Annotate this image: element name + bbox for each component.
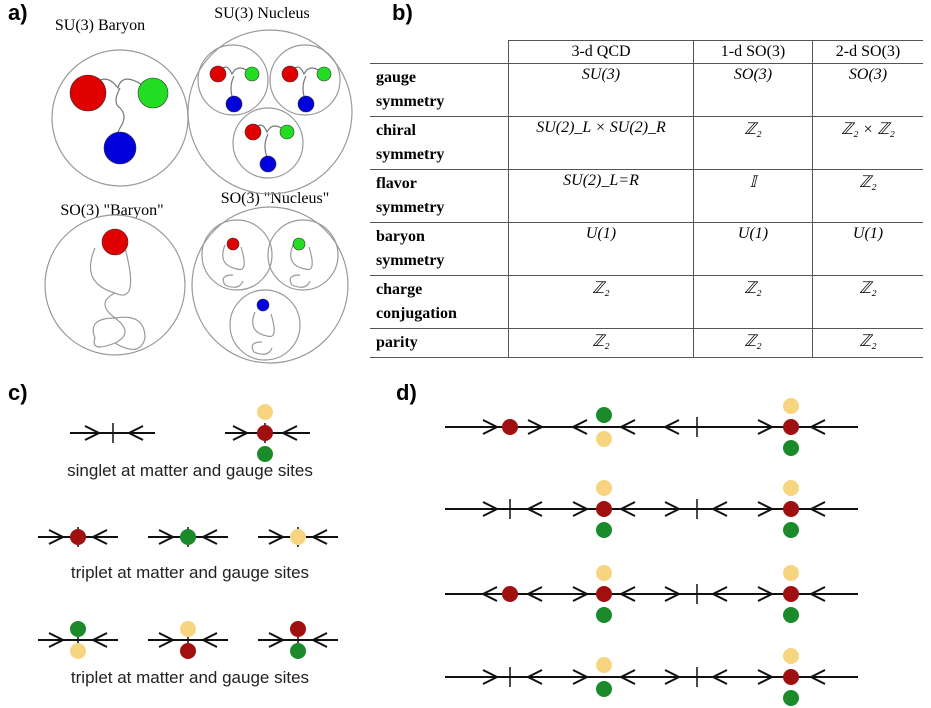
cell: ℤ₂ — [694, 276, 813, 329]
row-label: parity — [370, 329, 509, 358]
particle — [257, 404, 273, 420]
particle — [596, 586, 612, 602]
cell: SU(3) — [509, 64, 694, 117]
panel-a-title: SO(3) "Nucleus" — [221, 190, 330, 207]
cell: ℤ₂ — [694, 117, 813, 170]
figure: a) b) c) d) SU(3) Baryon SU(3) Nucleus S… — [0, 0, 931, 708]
particle — [783, 522, 799, 538]
particle — [783, 565, 799, 581]
cell: SU(2)_L × SU(2)_R — [509, 117, 694, 170]
particle — [783, 669, 799, 685]
particle — [596, 480, 612, 496]
particle — [180, 621, 196, 637]
row-label: chiral symmetry — [370, 117, 509, 170]
particle — [596, 657, 612, 673]
particle — [502, 419, 518, 435]
particle — [596, 522, 612, 538]
particle — [257, 425, 273, 441]
cell: U(1) — [509, 223, 694, 276]
panel-label: d) — [396, 380, 417, 405]
panel-label: c) — [8, 380, 28, 405]
particle — [783, 480, 799, 496]
cell: ℤ₂ — [813, 170, 924, 223]
panel-label: b) — [392, 0, 413, 25]
row-label: baryon symmetry — [370, 223, 509, 276]
particle — [596, 407, 612, 423]
particle — [783, 501, 799, 517]
caption: singlet at matter and gauge sites — [67, 461, 313, 480]
cell: SO(3) — [694, 64, 813, 117]
particle — [257, 446, 273, 462]
chains — [38, 398, 858, 706]
cell: U(1) — [694, 223, 813, 276]
particle — [180, 529, 196, 545]
particle — [783, 648, 799, 664]
particle — [70, 621, 86, 637]
column-header: 2-d SO(3) — [813, 41, 924, 64]
particle — [290, 621, 306, 637]
column-header: 3-d QCD — [509, 41, 694, 64]
cell: 𝕀 — [694, 170, 813, 223]
particle — [783, 398, 799, 414]
row-label: gauge symmetry — [370, 64, 509, 117]
cell: ℤ₂ — [813, 329, 924, 358]
caption: triplet at matter and gauge sites — [71, 668, 309, 687]
row-label: flavor symmetry — [370, 170, 509, 223]
panel-a-charges — [70, 66, 331, 311]
particle — [70, 643, 86, 659]
cell: ℤ₂ — [509, 276, 694, 329]
particle — [596, 565, 612, 581]
particle — [502, 586, 518, 602]
corner-cell — [370, 41, 509, 64]
cell: ℤ₂ — [813, 276, 924, 329]
particle — [783, 440, 799, 456]
cell: SU(2)_L=R — [509, 170, 694, 223]
particle — [596, 501, 612, 517]
cell: ℤ₂ — [694, 329, 813, 358]
cell: ℤ₂ × ℤ₂ — [813, 117, 924, 170]
particle — [783, 607, 799, 623]
cell: U(1) — [813, 223, 924, 276]
particle — [783, 419, 799, 435]
panel-label: a) — [8, 0, 28, 25]
cell: SO(3) — [813, 64, 924, 117]
particle — [596, 607, 612, 623]
particle — [783, 586, 799, 602]
particle — [596, 681, 612, 697]
particle — [596, 431, 612, 447]
row-label: charge conjugation — [370, 276, 509, 329]
caption: triplet at matter and gauge sites — [71, 563, 309, 582]
particle — [290, 643, 306, 659]
panel-a-title: SO(3) "Baryon" — [60, 202, 163, 219]
panel-a-title: SU(3) Nucleus — [214, 5, 310, 22]
particle — [783, 690, 799, 706]
table-row: chiral symmetrySU(2)_L × SU(2)_Rℤ₂ℤ₂ × ℤ… — [370, 117, 923, 170]
panel-a-title: SU(3) Baryon — [55, 17, 145, 34]
particle — [70, 529, 86, 545]
particle — [290, 529, 306, 545]
particle — [180, 643, 196, 659]
cell: ℤ₂ — [509, 329, 694, 358]
column-header: 1-d SO(3) — [694, 41, 813, 64]
